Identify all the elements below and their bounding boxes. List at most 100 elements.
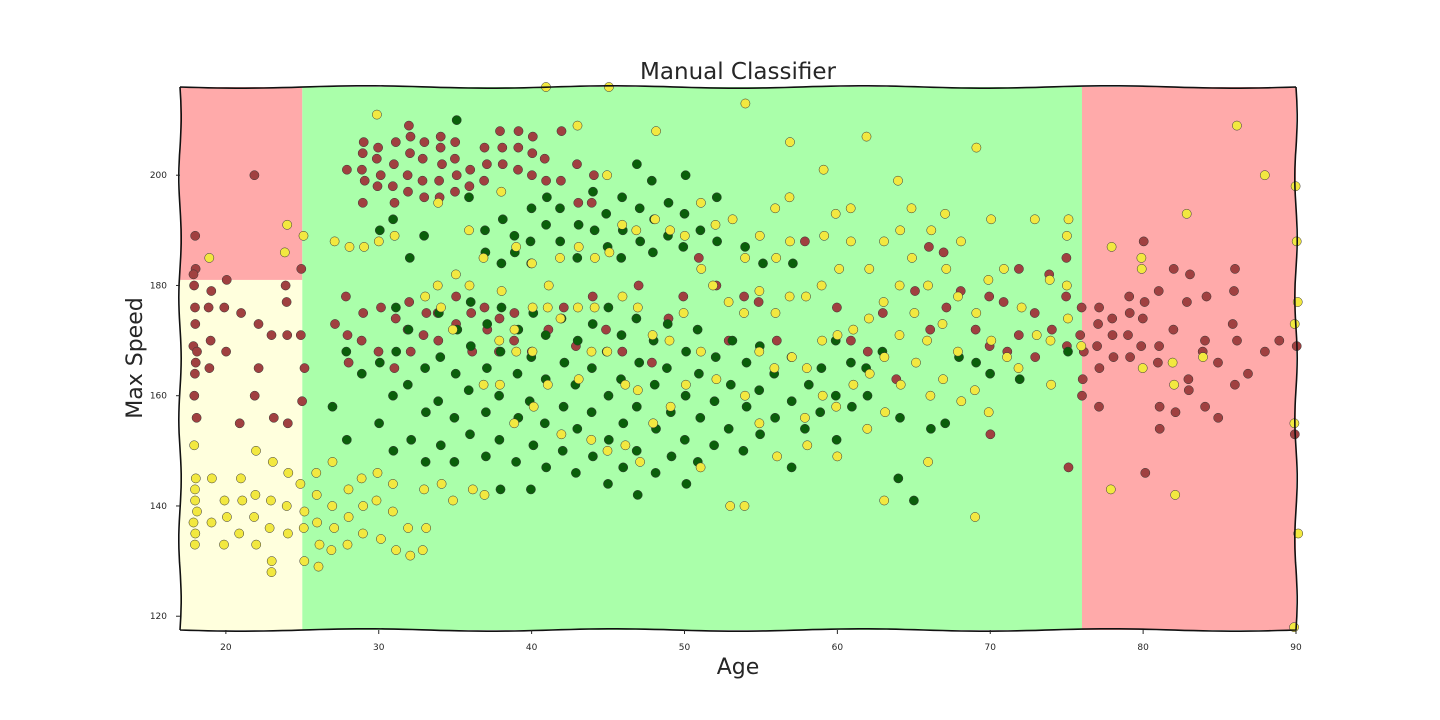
point-yellow <box>999 264 1009 274</box>
point-green <box>895 412 905 423</box>
point-yellow <box>222 512 232 522</box>
point-red <box>433 335 444 346</box>
point-red <box>1170 407 1181 418</box>
point-yellow <box>816 280 827 291</box>
point-red <box>204 363 215 373</box>
point-yellow <box>604 247 615 258</box>
point-red <box>402 170 413 181</box>
point-green <box>374 418 384 429</box>
point-red <box>1077 390 1087 401</box>
point-red <box>342 164 352 175</box>
point-red <box>1260 346 1270 357</box>
point-green <box>327 401 338 412</box>
point-red <box>1125 352 1135 362</box>
point-green <box>815 407 826 418</box>
point-red <box>190 357 201 368</box>
point-yellow <box>817 335 827 346</box>
point-red <box>541 175 551 186</box>
x-tick-label: 30 <box>373 643 385 653</box>
point-yellow <box>953 291 963 302</box>
point-red <box>1094 363 1105 373</box>
point-red <box>253 319 264 329</box>
point-yellow <box>740 390 750 401</box>
point-yellow <box>923 457 933 467</box>
point-yellow <box>283 468 294 478</box>
point-yellow <box>848 324 859 335</box>
point-yellow <box>801 291 811 302</box>
point-green <box>758 258 768 269</box>
point-yellow <box>451 269 461 280</box>
point-green <box>1014 374 1025 385</box>
point-yellow <box>388 479 398 489</box>
point-yellow <box>769 363 780 373</box>
point-yellow <box>739 308 749 318</box>
point-green <box>632 159 642 170</box>
y-tick-label: 200 <box>150 171 167 181</box>
point-yellow <box>832 451 843 462</box>
point-green <box>679 208 690 219</box>
x-tick-label: 90 <box>1290 643 1302 653</box>
point-green <box>526 203 537 214</box>
point-green <box>711 192 722 203</box>
point-red <box>1168 324 1179 335</box>
point-green <box>572 423 583 434</box>
point-green <box>985 368 995 379</box>
point-yellow <box>359 242 369 252</box>
point-red <box>387 181 398 192</box>
point-yellow <box>190 495 200 506</box>
point-yellow <box>391 545 401 555</box>
point-green <box>403 324 414 335</box>
data-points <box>188 82 1304 633</box>
point-yellow <box>420 291 431 302</box>
point-yellow <box>787 352 797 362</box>
point-green <box>391 346 402 357</box>
point-yellow <box>496 286 507 296</box>
point-red <box>1154 401 1165 412</box>
point-red <box>1153 357 1163 368</box>
point-red <box>191 412 202 423</box>
point-red <box>189 390 200 401</box>
point-red <box>1230 379 1240 390</box>
point-red <box>371 153 382 164</box>
point-yellow <box>478 253 489 263</box>
point-red <box>846 335 856 346</box>
point-red <box>601 324 611 335</box>
point-yellow <box>784 291 795 302</box>
point-red <box>771 335 782 346</box>
point-yellow <box>940 208 950 219</box>
point-yellow <box>586 434 597 445</box>
point-yellow <box>708 280 718 291</box>
point-red <box>299 363 310 373</box>
point-red <box>389 159 399 170</box>
point-red <box>678 291 689 302</box>
point-yellow <box>1105 484 1116 495</box>
point-yellow <box>617 219 628 230</box>
point-green <box>450 368 461 379</box>
point-yellow <box>405 550 416 561</box>
point-yellow <box>356 473 367 484</box>
point-yellow <box>573 302 583 313</box>
point-yellow <box>344 242 355 252</box>
point-red <box>497 142 508 153</box>
point-yellow <box>696 264 707 274</box>
point-green <box>555 203 565 214</box>
point-yellow <box>909 308 920 318</box>
point-green <box>482 319 493 329</box>
point-yellow <box>417 545 428 555</box>
point-green <box>572 335 583 346</box>
y-tick-label: 140 <box>150 502 167 512</box>
point-red <box>253 363 264 373</box>
point-yellow <box>372 468 383 478</box>
point-green <box>494 390 504 401</box>
point-yellow <box>711 374 722 385</box>
x-axis-label: Age <box>717 655 760 680</box>
point-green <box>770 412 780 423</box>
point-green <box>755 429 765 440</box>
point-red <box>359 175 370 186</box>
point-red <box>1154 423 1165 434</box>
point-yellow <box>509 324 520 335</box>
point-red <box>419 192 430 203</box>
point-red <box>1140 468 1151 478</box>
point-green <box>666 451 677 462</box>
point-yellow <box>986 214 996 225</box>
